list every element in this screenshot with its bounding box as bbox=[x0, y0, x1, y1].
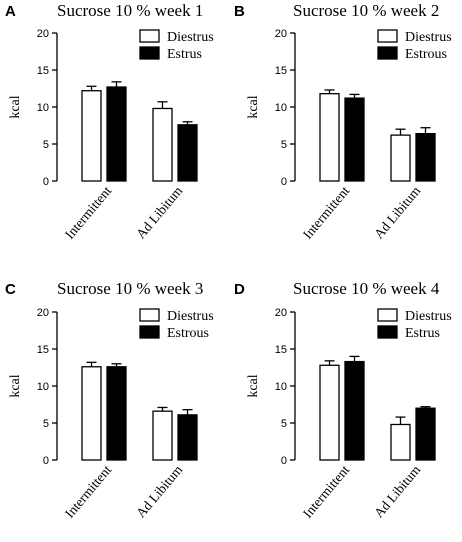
legend-swatch-diestrus bbox=[377, 308, 398, 322]
x-category-label: Ad Libitum bbox=[133, 183, 186, 242]
legend-swatch-estrous bbox=[139, 325, 160, 339]
y-tick-label: 0 bbox=[43, 176, 49, 188]
bar-estrous-ad-libitum bbox=[415, 132, 436, 182]
bar-diestrus-intermittent bbox=[319, 364, 340, 461]
chart-panel-a: A Sucrose 10 % week 1 0 5 10 15 20 kcal Intermit… bbox=[5, 1, 214, 242]
chart-panel-c: C Sucrose 10 % week 3 0 5 10 15 20 kcal Intermit… bbox=[5, 279, 214, 521]
legend-swatch-diestrus bbox=[377, 29, 398, 43]
x-category-label: Ad Libitum bbox=[371, 183, 424, 242]
x-category-label: Ad Libitum bbox=[133, 462, 186, 521]
y-tick-label: 20 bbox=[275, 28, 287, 40]
legend-swatch-estrus bbox=[139, 46, 160, 60]
y-tick-label: 15 bbox=[37, 344, 49, 356]
panel-title: Sucrose 10 % week 3 bbox=[57, 279, 203, 298]
y-tick-label: 20 bbox=[37, 28, 49, 40]
legend-swatch-estrus bbox=[377, 325, 398, 339]
y-tick-label: 10 bbox=[37, 381, 49, 393]
panel-letter: B bbox=[234, 3, 245, 20]
y-tick-label: 20 bbox=[275, 307, 287, 319]
panel-letter: A bbox=[5, 3, 16, 20]
legend-swatch-estrous bbox=[377, 46, 398, 60]
legend-label-diestrus: Diestrus bbox=[405, 309, 452, 324]
bar-diestrus-intermittent bbox=[81, 366, 102, 461]
legend-label-diestrus: Diestrus bbox=[167, 309, 214, 324]
legend-label-estrous: Estrous bbox=[167, 326, 209, 341]
legend-label-estrous: Estrous bbox=[405, 47, 447, 62]
bar-estrous-ad-libitum bbox=[177, 414, 198, 461]
y-axis-label: kcal bbox=[8, 374, 23, 397]
legend-swatch-diestrus bbox=[139, 29, 160, 43]
y-tick-label: 10 bbox=[275, 381, 287, 393]
x-category-label: Ad Libitum bbox=[371, 462, 424, 521]
panel-title: Sucrose 10 % week 4 bbox=[293, 279, 440, 298]
bar-estrous-intermittent bbox=[106, 366, 127, 461]
bar-diestrus-ad-libitum bbox=[390, 134, 411, 182]
legend-label-diestrus: Diestrus bbox=[167, 30, 214, 45]
bar-diestrus-ad-libitum bbox=[390, 423, 411, 461]
panel-title: Sucrose 10 % week 2 bbox=[293, 1, 439, 20]
y-tick-label: 5 bbox=[281, 139, 287, 151]
legend-swatch-diestrus bbox=[139, 308, 160, 322]
y-tick-label: 5 bbox=[281, 418, 287, 430]
bar-diestrus-ad-libitum bbox=[152, 410, 173, 461]
y-tick-label: 5 bbox=[43, 418, 49, 430]
legend-label-estrus: Estrus bbox=[405, 326, 440, 341]
y-tick-label: 10 bbox=[37, 102, 49, 114]
chart-panel-d: D Sucrose 10 % week 4 0 5 10 15 20 kcal Intermit… bbox=[234, 279, 452, 521]
y-tick-label: 15 bbox=[37, 65, 49, 77]
y-tick-label: 10 bbox=[275, 102, 287, 114]
y-axis-label: kcal bbox=[8, 95, 23, 118]
legend-label-diestrus: Diestrus bbox=[405, 30, 452, 45]
y-axis-label: kcal bbox=[246, 95, 261, 118]
y-tick-label: 5 bbox=[43, 139, 49, 151]
bar-diestrus-intermittent bbox=[81, 90, 102, 182]
y-tick-label: 20 bbox=[37, 307, 49, 319]
panel-letter: C bbox=[5, 281, 16, 298]
y-tick-label: 0 bbox=[281, 455, 287, 467]
bar-estrus-ad-libitum bbox=[177, 124, 198, 182]
bar-estrus-ad-libitum bbox=[415, 407, 436, 461]
bar-estrous-intermittent bbox=[344, 97, 365, 182]
x-category-label: Intermittent bbox=[300, 183, 353, 242]
y-tick-label: 0 bbox=[43, 455, 49, 467]
x-category-label: Intermittent bbox=[62, 183, 115, 242]
y-tick-label: 15 bbox=[275, 65, 287, 77]
chart-panel-b: B Sucrose 10 % week 2 0 5 10 15 20 kcal Intermit… bbox=[234, 1, 452, 242]
bar-diestrus-ad-libitum bbox=[152, 107, 173, 182]
legend-label-estrus: Estrus bbox=[167, 47, 202, 62]
bar-diestrus-intermittent bbox=[319, 93, 340, 182]
bar-estrus-intermittent bbox=[106, 86, 127, 182]
x-category-label: Intermittent bbox=[62, 462, 115, 521]
y-tick-label: 0 bbox=[281, 176, 287, 188]
y-tick-label: 15 bbox=[275, 344, 287, 356]
panel-title: Sucrose 10 % week 1 bbox=[57, 1, 203, 20]
y-axis-label: kcal bbox=[246, 374, 261, 397]
x-category-label: Intermittent bbox=[300, 462, 353, 521]
panel-letter: D bbox=[234, 281, 245, 298]
bar-estrus-intermittent bbox=[344, 360, 365, 461]
